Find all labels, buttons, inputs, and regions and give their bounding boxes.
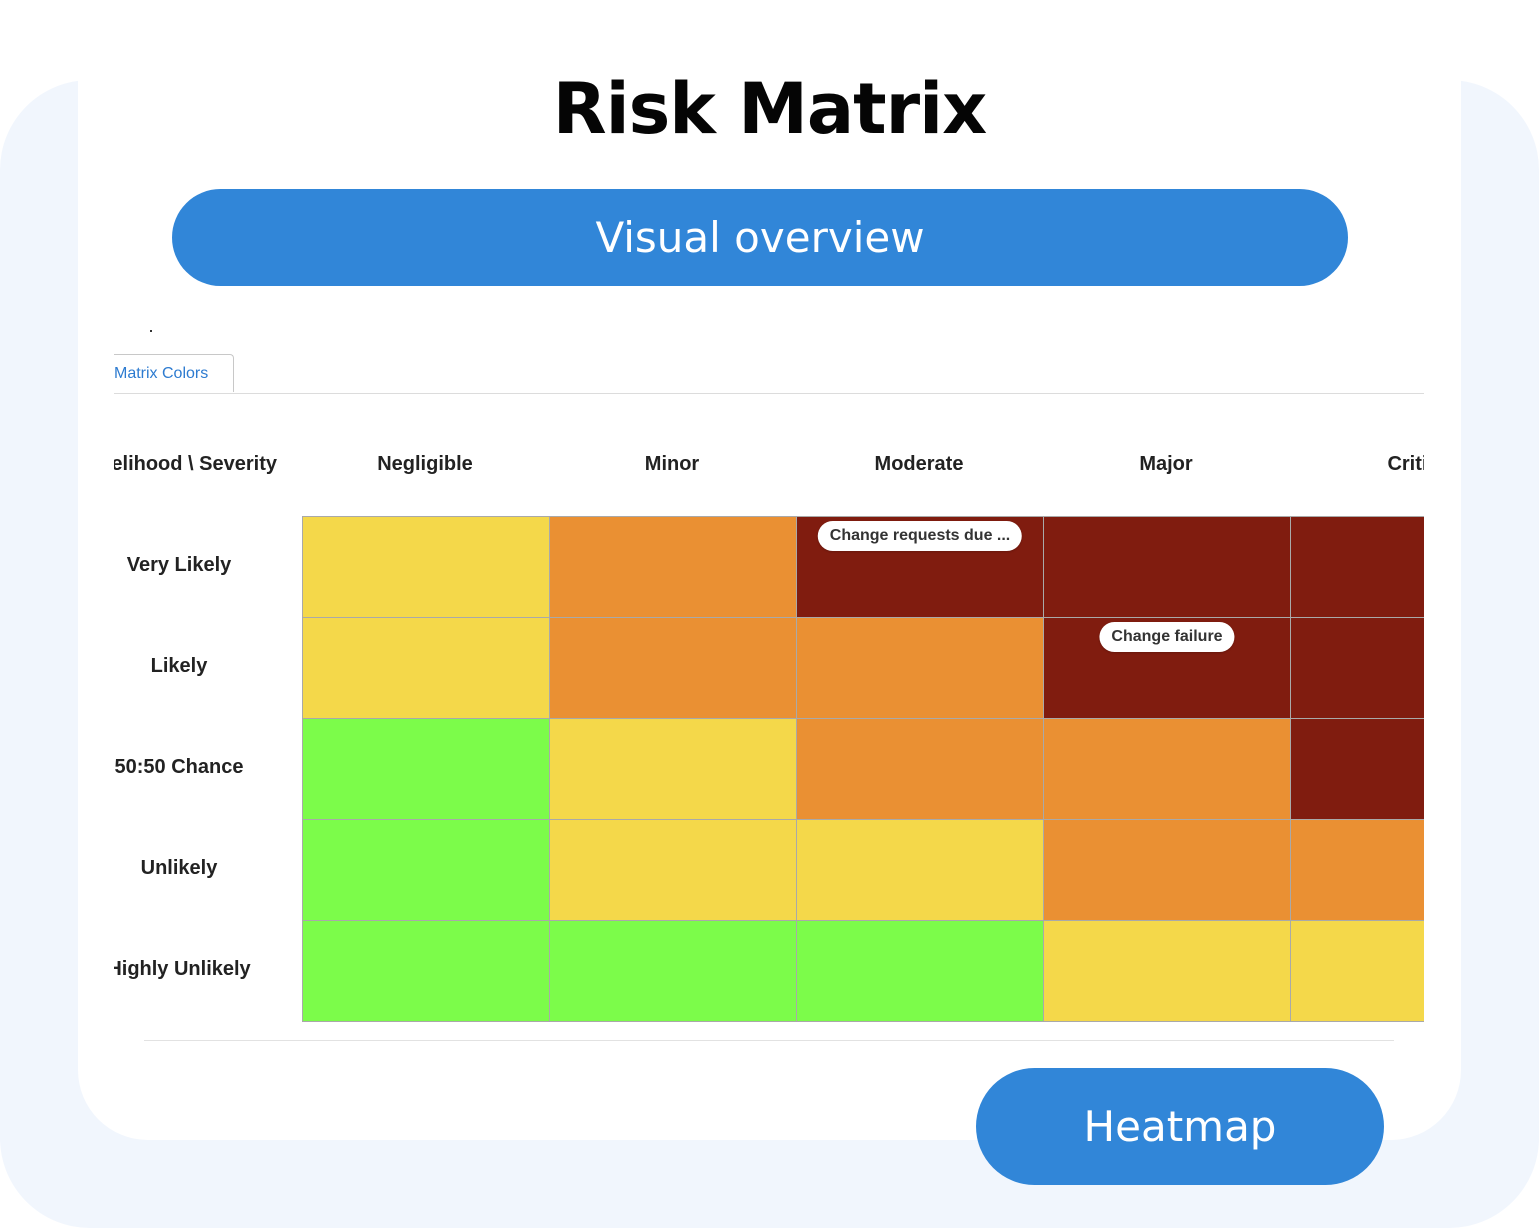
page-title: Risk Matrix [552, 68, 988, 150]
matrix-cell[interactable] [302, 617, 550, 719]
matrix-cell[interactable] [549, 920, 797, 1022]
bottom-divider [144, 1040, 1394, 1041]
risk-chip[interactable]: Change failure [1099, 622, 1235, 652]
matrix-cell[interactable] [1290, 920, 1424, 1022]
matrix-cell[interactable] [1290, 617, 1424, 719]
heatmap-label: Heatmap [1083, 1102, 1277, 1151]
severity-header-negligible: Negligible [377, 453, 473, 475]
likelihood-header-50-50-chance: 50:50 Chance [114, 756, 244, 778]
matrix-cell[interactable] [796, 819, 1044, 921]
matrix-cell[interactable] [549, 516, 797, 618]
severity-header-major: Major [1139, 453, 1193, 475]
matrix-corner-label: elihood \ Severity [114, 453, 277, 475]
matrix-cell[interactable] [1290, 516, 1424, 618]
matrix-cell[interactable] [1043, 920, 1291, 1022]
matrix-cell[interactable]: Change requests due ... [796, 516, 1044, 618]
matrix-cell[interactable] [796, 617, 1044, 719]
matrix-cell[interactable] [796, 920, 1044, 1022]
visual-overview-label: Visual overview [595, 213, 925, 262]
severity-header-moderate: Moderate [874, 453, 964, 475]
matrix-cell[interactable] [302, 819, 550, 921]
heatmap-badge: Heatmap [976, 1068, 1384, 1185]
tab-matrix-colors[interactable]: Matrix Colors [114, 354, 234, 392]
likelihood-header-likely: Likely [150, 655, 208, 677]
matrix-cell[interactable] [1043, 819, 1291, 921]
matrix-screenshot: Matrix Colors elihood \ Severity Negligi… [114, 340, 1424, 1030]
risk-matrix-grid: Change requests due ... Change failure [302, 516, 1424, 1022]
severity-header-critical: Critic [1387, 453, 1424, 475]
matrix-cell[interactable] [302, 920, 550, 1022]
matrix-cell[interactable] [796, 718, 1044, 820]
matrix-cell[interactable] [1290, 819, 1424, 921]
matrix-cell[interactable] [549, 617, 797, 719]
visual-overview-banner: Visual overview [172, 189, 1348, 286]
stray-dot [150, 330, 152, 332]
matrix-cell[interactable] [302, 516, 550, 618]
matrix-cell[interactable] [1043, 516, 1291, 618]
tab-divider [114, 393, 1424, 394]
matrix-cell[interactable] [1290, 718, 1424, 820]
likelihood-header-highly-unlikely: Highly Unlikely [114, 958, 251, 980]
risk-chip[interactable]: Change requests due ... [817, 521, 1023, 551]
matrix-cell[interactable]: Change failure [1043, 617, 1291, 719]
likelihood-header-unlikely: Unlikely [140, 857, 218, 879]
matrix-cell[interactable] [549, 819, 797, 921]
matrix-cell[interactable] [549, 718, 797, 820]
severity-header-minor: Minor [644, 453, 700, 475]
matrix-cell[interactable] [1043, 718, 1291, 820]
matrix-cell[interactable] [302, 718, 550, 820]
likelihood-header-very-likely: Very Likely [126, 554, 232, 576]
